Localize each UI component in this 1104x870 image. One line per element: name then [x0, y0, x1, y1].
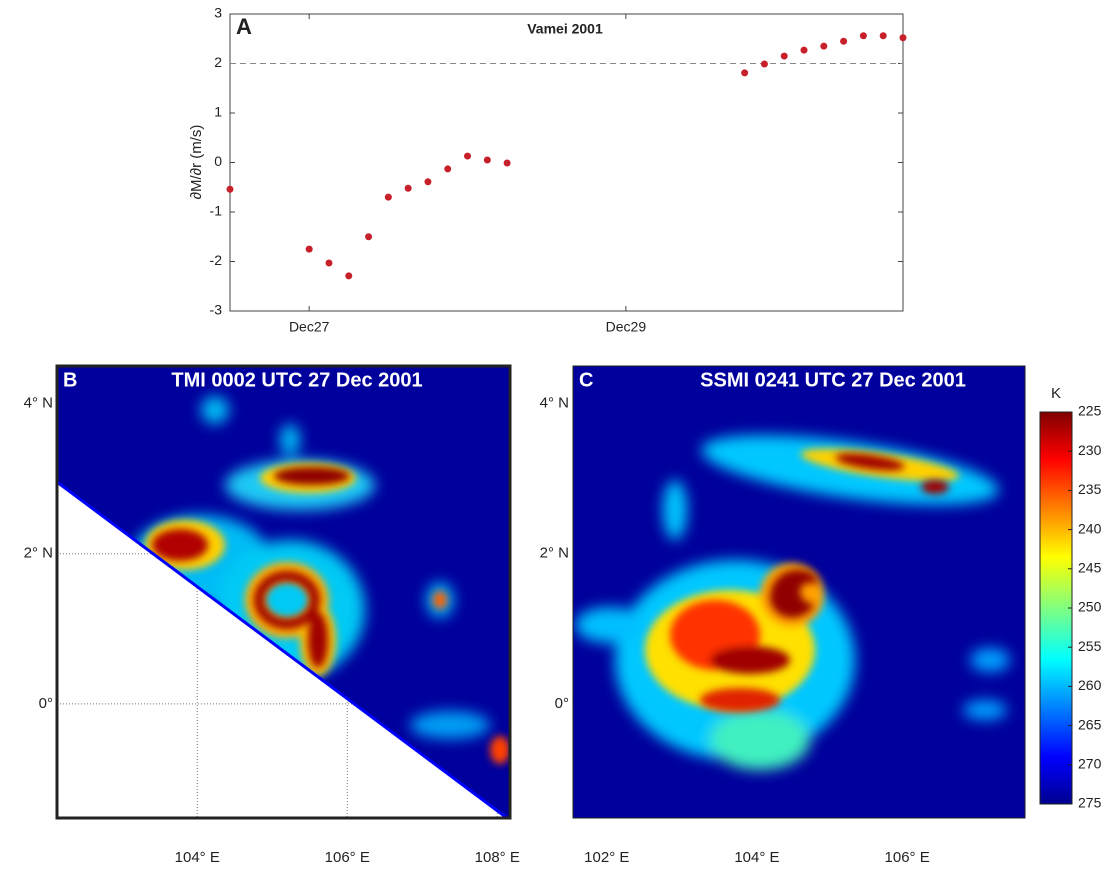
colorbar-tick-label: 225: [1078, 403, 1102, 419]
chart-title: Vamei 2001: [527, 21, 603, 37]
colorbar-tick-label: 240: [1078, 520, 1102, 536]
panel-label: A: [236, 14, 252, 39]
data-point: [226, 185, 234, 193]
panel-label: B: [63, 369, 77, 391]
map-frame: [572, 365, 1026, 819]
x-tick-label: Dec29: [606, 319, 647, 335]
x-tick-label: 102° E: [584, 849, 629, 866]
colorbar-gradient: [1039, 411, 1073, 805]
map-frame: [55, 364, 512, 820]
data-point: [365, 233, 373, 241]
y-tick-label: 3: [214, 5, 222, 21]
data-point: [820, 42, 828, 50]
data-point: [325, 259, 333, 267]
x-tick-label: 106° E: [885, 849, 930, 866]
data-point: [760, 60, 768, 68]
colorbar-tick-label: 270: [1078, 756, 1102, 772]
data-point: [305, 245, 313, 253]
colorbar-tick-label: 255: [1078, 638, 1102, 654]
ssmi-image: [573, 366, 1025, 818]
data-point: [464, 152, 472, 160]
x-tick-label: 104° E: [175, 849, 220, 866]
colorbar-tick-label: 235: [1078, 481, 1102, 497]
data-point: [404, 184, 412, 192]
colorbar-tick-label: 230: [1078, 442, 1102, 458]
data-point: [345, 272, 353, 280]
y-tick-label: 1: [214, 104, 222, 120]
data-point: [840, 37, 848, 45]
y-tick-label: 0°: [555, 695, 569, 712]
data-point: [859, 32, 867, 40]
panel-title: SSMI 0241 UTC 27 Dec 2001: [700, 369, 966, 391]
colorbar-tick-label: 275: [1078, 795, 1102, 811]
data-point: [503, 159, 511, 167]
x-tick-label: 104° E: [734, 849, 779, 866]
y-tick-label: 4° N: [540, 395, 569, 412]
colorbar-tick-label: 260: [1078, 677, 1102, 693]
data-point: [424, 178, 432, 186]
y-tick-label: 0: [214, 153, 222, 169]
colorbar-label: K: [1051, 385, 1061, 402]
tmi-image: [57, 366, 510, 818]
data-point: [483, 156, 491, 164]
y-tick-label: 2: [214, 54, 222, 70]
panel-label: C: [579, 369, 593, 391]
panel-title: TMI 0002 UTC 27 Dec 2001: [171, 369, 422, 391]
colorbar-tick-label: 265: [1078, 716, 1102, 732]
swath-edge: [56, 480, 508, 820]
x-tick-label: 108° E: [475, 849, 520, 866]
data-point: [444, 165, 452, 173]
data-point: [780, 52, 788, 60]
y-tick-label: 2° N: [540, 545, 569, 562]
x-tick-label: 106° E: [325, 849, 370, 866]
data-point: [899, 34, 907, 42]
data-point: [879, 32, 887, 40]
colorbar-tick-label: 250: [1078, 599, 1102, 615]
y-axis-label: ∂M/∂r (m/s): [188, 125, 205, 200]
data-point: [384, 193, 392, 201]
data-point: [741, 69, 749, 77]
y-tick-label: 4° N: [24, 395, 53, 412]
x-tick-label: Dec27: [289, 319, 330, 335]
over-layer: -3 -2 -1 0 1 2 3 Dec27 Dec29 A Vamei 2001 ∂M/∂r (m/…: [24, 5, 1102, 866]
y-tick-label: -1: [210, 203, 223, 219]
plot-frame: [229, 13, 904, 312]
data-point: [800, 46, 808, 54]
colorbar-tick-label: 245: [1078, 560, 1102, 576]
y-tick-label: -3: [210, 302, 223, 318]
y-tick-label: -2: [210, 252, 223, 268]
y-tick-label: 0°: [39, 695, 53, 712]
y-tick-label: 2° N: [24, 545, 53, 562]
